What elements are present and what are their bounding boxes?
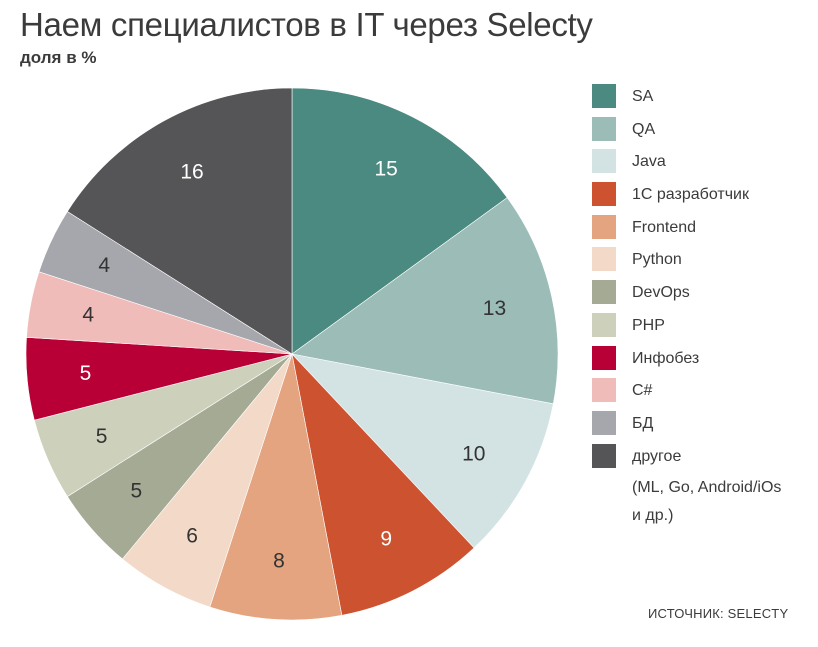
legend-swatch	[592, 214, 616, 239]
slice-value-label: 6	[186, 524, 198, 547]
legend-label: 1C разработчик	[632, 186, 749, 204]
legend-swatch	[592, 149, 616, 174]
legend-item: QA	[592, 116, 812, 150]
chart-subtitle: доля в %	[20, 48, 97, 67]
legend-other-note: (ML, Go, Android/iOs	[632, 479, 782, 497]
legend-other-note: и др.)	[632, 507, 674, 525]
legend-item: C#	[592, 378, 812, 411]
legend-swatch	[592, 84, 616, 108]
legend-item: Python	[592, 247, 812, 280]
legend-item: SA	[592, 84, 812, 117]
legend-label: QA	[632, 120, 656, 138]
legend-swatch	[592, 312, 616, 337]
legend-label: Frontend	[632, 218, 697, 236]
legend-label: Инфобез	[632, 349, 700, 367]
legend-label: DevOps	[632, 284, 690, 302]
chart-title: Наем специалистов в IT через Selecty	[20, 6, 593, 43]
legend-swatch	[592, 410, 616, 435]
slice-value-label: 4	[98, 254, 110, 277]
legend-swatch	[592, 280, 616, 305]
pie-slice-3	[291, 353, 475, 616]
legend-label: другое	[632, 447, 682, 465]
slice-value-label: 9	[380, 527, 392, 550]
pie-slice-0	[291, 87, 508, 355]
slice-value-label: 4	[82, 304, 94, 327]
slice-value-label: 10	[462, 442, 485, 465]
slice-value-label: 15	[375, 158, 398, 181]
legend-item: DevOps	[592, 280, 812, 313]
pie-slice-1	[291, 197, 559, 405]
source-note: ИСТОЧНИК: SELECTY	[648, 606, 789, 621]
legend-label: Python	[632, 251, 682, 269]
legend-swatch	[592, 345, 616, 370]
legend-label: PHP	[632, 316, 665, 334]
pie-slice-11	[66, 87, 293, 355]
legend-item: Инфобез	[592, 345, 812, 379]
legend-swatch	[592, 247, 616, 272]
slice-value-label: 13	[483, 297, 506, 320]
slice-value-label: 5	[131, 480, 143, 503]
legend-item: БД	[592, 410, 812, 444]
pie-slices	[25, 87, 559, 621]
legend-label: Java	[632, 153, 666, 171]
legend-label: БД	[632, 414, 654, 432]
legend-item: Java	[592, 149, 812, 182]
legend-item: Frontend	[592, 214, 812, 248]
legend-label: SA	[632, 88, 654, 105]
slice-value-label: 16	[180, 161, 203, 184]
pie-labels: 15 13 10 9 8 6 5 5 5 4 4 16	[80, 158, 507, 573]
legend: SA QA Java 1C разработчик Frontend Python DevO…	[592, 84, 812, 532]
pie-slice-2	[291, 353, 554, 549]
slice-value-label: 5	[80, 362, 92, 385]
legend-swatch	[592, 443, 616, 468]
slice-value-label: 8	[273, 550, 285, 573]
slice-value-label: 5	[96, 425, 108, 448]
legend-item: другое	[592, 443, 812, 477]
legend-swatch	[592, 378, 616, 403]
legend-swatch	[592, 182, 616, 207]
legend-item: 1C разработчик	[592, 182, 812, 215]
legend-swatch	[592, 116, 616, 141]
pie-slice-4	[209, 353, 343, 621]
legend-item: PHP	[592, 312, 812, 346]
legend-label: C#	[632, 382, 653, 400]
